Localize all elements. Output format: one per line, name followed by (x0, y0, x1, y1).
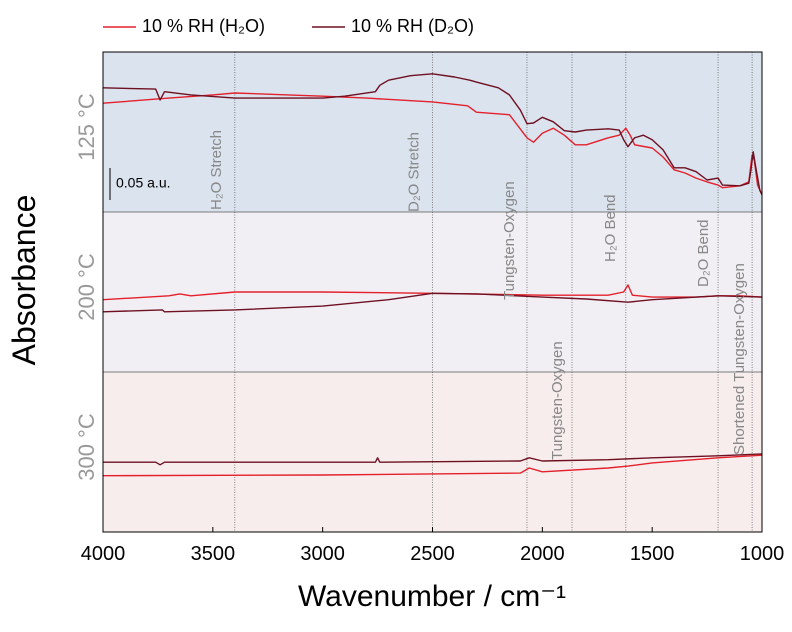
scale-bar-label: 0.05 a.u. (116, 175, 171, 191)
panel-label: 300 °C (74, 413, 99, 481)
spectrum-line (102, 92, 763, 195)
panel-label: 200 °C (74, 253, 99, 321)
legend-label: 10 % RH (D₂O) (351, 16, 474, 36)
x-tick-label: 2500 (410, 543, 455, 565)
annotation-label: Tungsten-Oxygen (549, 341, 566, 460)
annotation-label: H₂O Stretch (208, 130, 225, 210)
legend-label: 10 % RH (H₂O) (142, 16, 265, 36)
annotation-label: Tungsten-Oxygen (501, 181, 518, 300)
x-tick-label: 3000 (300, 543, 345, 565)
panel-label: 125 °C (74, 93, 99, 161)
annotation-label: D₂O Stretch (405, 132, 422, 212)
spectrum-line (103, 453, 763, 466)
y-axis-label: Absorbance (6, 195, 42, 366)
spectrum-line (102, 292, 763, 313)
x-axis-label: Wavenumber / cm⁻¹ (298, 580, 566, 613)
x-tick-label: 1500 (630, 543, 675, 565)
spectrum-line (102, 73, 763, 196)
x-tick-label: 2000 (520, 543, 565, 565)
x-tick-label: 1000 (740, 543, 785, 565)
spectrum-line (102, 454, 763, 477)
x-tick-label: 3500 (191, 543, 236, 565)
annotation-label: H₂O Bend (602, 194, 619, 262)
annotation-label: Shortened Tungsten-Oxygen (731, 263, 748, 455)
x-tick-label: 4000 (81, 543, 126, 565)
annotation-label: D₂O Bend (695, 219, 712, 287)
